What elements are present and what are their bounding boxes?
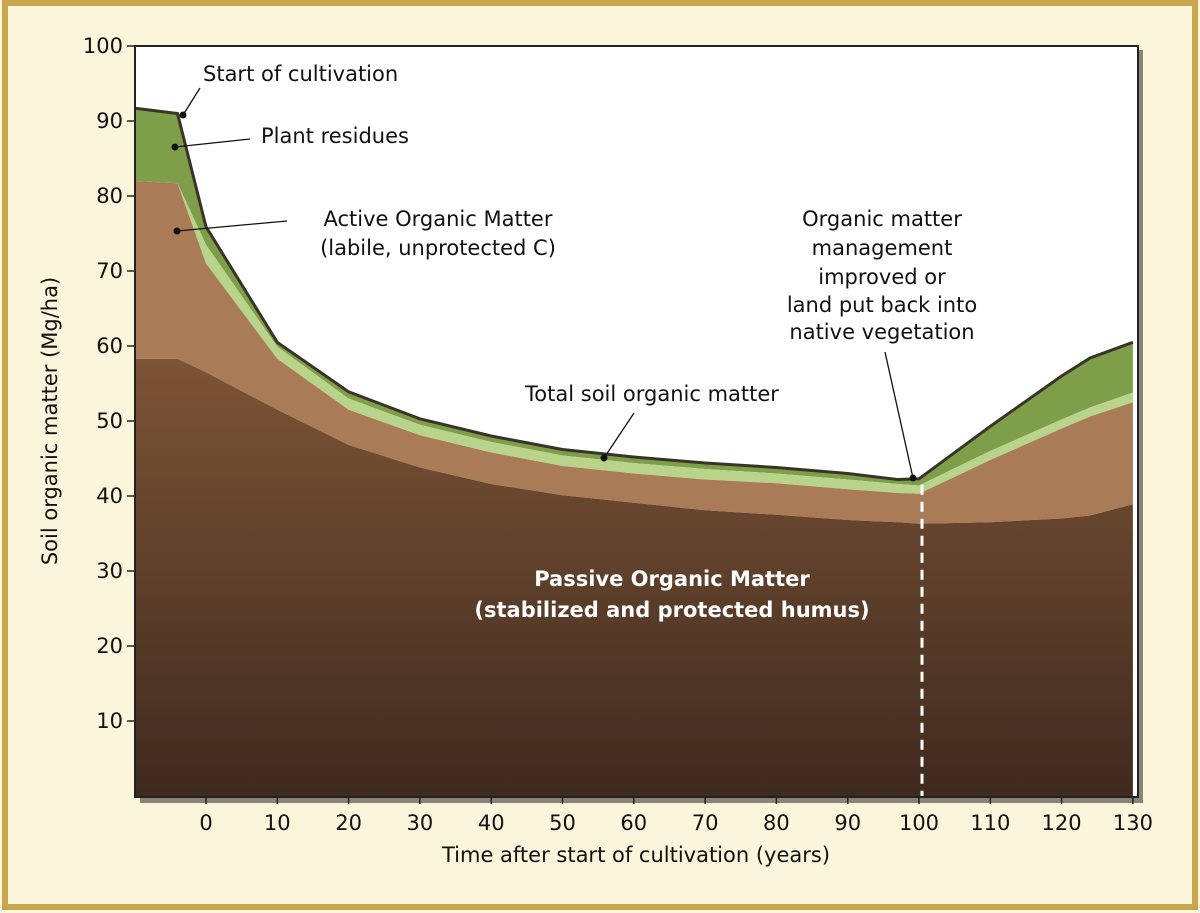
annotation-active-om-line2: (labile, unprotected C)	[320, 236, 556, 260]
leader-total-som	[603, 412, 635, 459]
x-tick-label: 40	[478, 811, 505, 835]
dot-plant-residues	[171, 143, 179, 151]
y-tick-label: 40	[96, 484, 123, 508]
x-tick-label: 130	[1113, 811, 1153, 835]
annotation-passive-line2: (stabilized and protected humus)	[474, 598, 869, 622]
dot-total-som	[600, 454, 608, 462]
y-tick-label: 60	[96, 334, 123, 358]
annotation-dots	[171, 111, 917, 482]
annotation-leaders	[174, 87, 914, 479]
annotation-passive-line1: Passive Organic Matter	[534, 567, 810, 591]
dot-management	[909, 474, 917, 482]
x-tick-label: 60	[620, 811, 647, 835]
y-axis-ticks: 10 20 30 40 50 60 70 80 90 100	[83, 34, 135, 733]
annotation-plant-residues: Plant residues	[261, 124, 409, 148]
y-tick-label: 90	[96, 109, 123, 133]
y-tick-label: 10	[96, 709, 123, 733]
x-axis-ticks: 0 10 20 30 40 50 60 70 80 90 100 110 120 130	[199, 797, 1153, 835]
x-tick-label: 20	[335, 811, 362, 835]
y-tick-label: 50	[96, 409, 123, 433]
x-tick-label: 30	[407, 811, 434, 835]
annotation-management-line2: management	[812, 236, 953, 260]
total-som-line	[134, 106, 1134, 482]
leader-management	[884, 351, 914, 479]
leader-start-cultivation	[182, 87, 201, 116]
x-tick-label: 120	[1042, 811, 1082, 835]
y-tick-label: 80	[96, 184, 123, 208]
x-tick-label: 100	[899, 811, 939, 835]
annotation-management-line1: Organic matter	[802, 207, 962, 231]
active-om-light-layer	[135, 181, 1133, 494]
x-tick-label: 70	[692, 811, 719, 835]
y-tick-label: 30	[96, 559, 123, 583]
y-tick-label: 20	[96, 634, 123, 658]
x-tick-label: 80	[763, 811, 790, 835]
annotation-start-cultivation: Start of cultivation	[203, 62, 398, 86]
x-tick-label: 10	[264, 811, 291, 835]
leader-plant-residues	[174, 138, 251, 148]
y-axis-title: Soil organic matter (Mg/ha)	[38, 277, 62, 565]
leader-active-om	[176, 220, 288, 232]
active-om-layer	[135, 181, 1133, 524]
y-tick-label: 100	[83, 34, 123, 58]
annotation-total-som: Total soil organic matter	[524, 382, 779, 406]
passive-om-layer	[135, 358, 1133, 797]
annotation-management-line3: improved or	[818, 265, 946, 289]
x-tick-label: 110	[970, 811, 1010, 835]
x-tick-label: 50	[549, 811, 576, 835]
x-tick-label: 90	[834, 811, 861, 835]
annotation-management-line4: land put back into	[787, 293, 977, 317]
y-tick-label: 70	[96, 259, 123, 283]
dot-start-cultivation	[179, 111, 187, 119]
dot-active-om	[173, 227, 181, 235]
annotation-management-line5: native vegetation	[789, 320, 974, 344]
x-axis-title: Time after start of cultivation (years)	[441, 843, 830, 867]
area-layers	[135, 108, 1133, 797]
annotation-active-om-line1: Active Organic Matter	[323, 207, 552, 231]
x-tick-label: 0	[199, 811, 212, 835]
